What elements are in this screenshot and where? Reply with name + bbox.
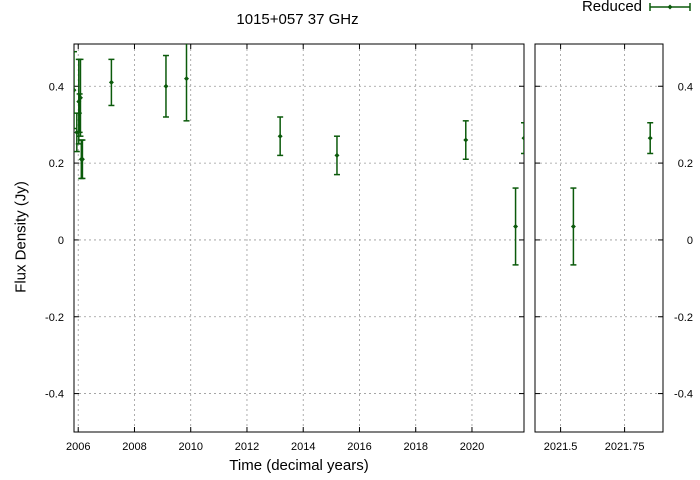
data-point bbox=[77, 95, 83, 101]
data-point bbox=[277, 133, 283, 139]
x-axis-label: Time (decimal years) bbox=[229, 457, 369, 474]
y-tick-label: 0.2 bbox=[49, 158, 64, 170]
legend-marker bbox=[667, 4, 673, 10]
data-point bbox=[163, 83, 169, 89]
data-point bbox=[570, 223, 576, 229]
data-point bbox=[463, 137, 469, 143]
x-tick-label: 2008 bbox=[122, 441, 146, 453]
y-tick-label: 0 bbox=[58, 235, 64, 247]
y-tick-label: -0.4 bbox=[674, 389, 693, 401]
data-point bbox=[74, 87, 77, 93]
legend-label: Reduced bbox=[581, 0, 642, 15]
data-point bbox=[647, 135, 653, 141]
y-tick-label: 0 bbox=[687, 235, 693, 247]
plot-frame bbox=[73, 43, 525, 433]
y-tick-label: -0.2 bbox=[674, 312, 693, 324]
x-tick-label: 2010 bbox=[178, 441, 202, 453]
y-tick-label: -0.4 bbox=[45, 389, 64, 401]
chart-title: 1015+057 37 GHz bbox=[236, 11, 359, 28]
x-tick-label: 2014 bbox=[291, 441, 315, 453]
x-tick-label: 2006 bbox=[66, 441, 90, 453]
data-point bbox=[521, 135, 524, 141]
x-tick-label: 2020 bbox=[460, 441, 484, 453]
data-point bbox=[184, 76, 189, 82]
x-tick-label: 2018 bbox=[403, 441, 427, 453]
y-tick-label: 0.4 bbox=[678, 81, 693, 93]
plot-frame bbox=[534, 43, 664, 433]
data-point bbox=[513, 223, 519, 229]
x-tick-label: 2021.75 bbox=[605, 441, 645, 453]
data-point bbox=[108, 79, 114, 85]
x-tick-label: 2021.5 bbox=[544, 441, 578, 453]
y-tick-label: -0.2 bbox=[45, 312, 64, 324]
y-tick-label: 0.4 bbox=[49, 81, 64, 93]
data-point bbox=[334, 152, 340, 158]
x-tick-label: 2012 bbox=[235, 441, 259, 453]
y-tick-label: 0.2 bbox=[678, 158, 693, 170]
data-point bbox=[79, 156, 85, 162]
x-tick-label: 2016 bbox=[347, 441, 371, 453]
